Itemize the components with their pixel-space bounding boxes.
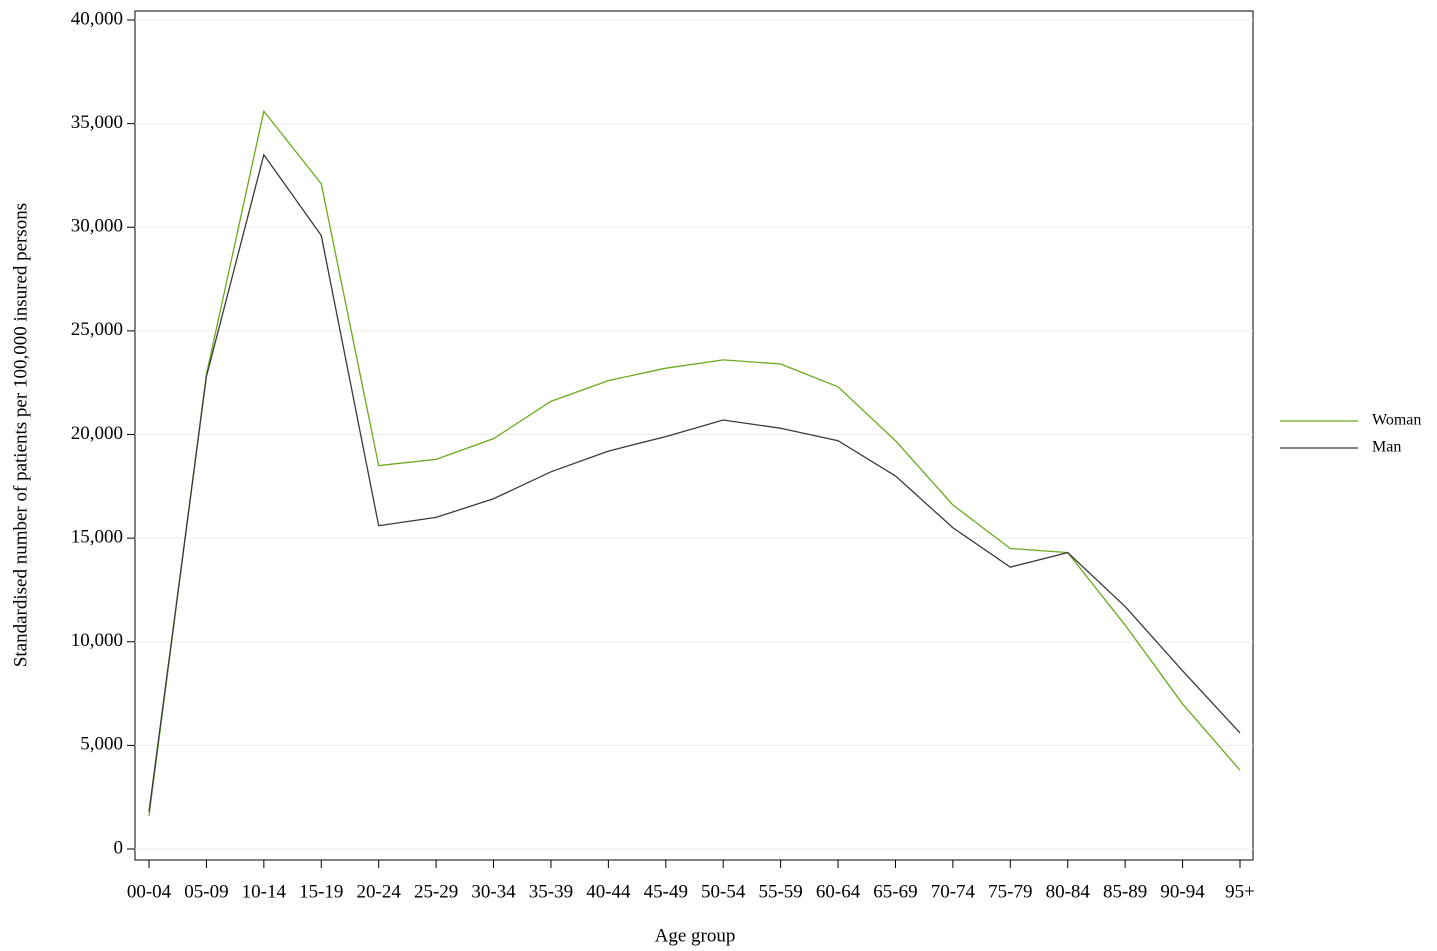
x-tick-label: 50-54 <box>701 881 746 902</box>
series-line <box>148 109 1241 816</box>
y-tick-label: 35,000 <box>71 112 123 133</box>
x-tick-label: 40-44 <box>586 881 631 902</box>
x-tick-label: 80-84 <box>1046 881 1091 902</box>
x-tick-label: 95+ <box>1225 881 1255 902</box>
x-tick-label: 70-74 <box>931 881 976 902</box>
series-line <box>148 153 1241 812</box>
y-tick-label: 0 <box>114 837 124 858</box>
x-tick-label: 65-69 <box>873 881 917 902</box>
x-tick-label: 00-04 <box>127 881 172 902</box>
x-tick-label: 90-94 <box>1160 881 1205 902</box>
x-tick-label: 75-79 <box>988 881 1032 902</box>
legend-label: Man <box>1372 439 1401 456</box>
y-tick-label: 10,000 <box>71 630 123 651</box>
x-tick-label: 60-64 <box>816 881 861 902</box>
x-tick-label: 85-89 <box>1103 881 1147 902</box>
x-tick-label: 25-29 <box>414 881 458 902</box>
y-tick-label: 20,000 <box>71 423 123 444</box>
x-tick-label: 55-59 <box>758 881 802 902</box>
y-tick-label: 30,000 <box>71 216 123 237</box>
plot-frame <box>134 10 1254 861</box>
x-axis-label: Age group <box>655 925 736 946</box>
y-tick-label: 25,000 <box>71 319 123 340</box>
y-axis-label: Standardised number of patients per 100,… <box>10 203 31 667</box>
legend-label: Woman <box>1372 412 1421 429</box>
x-tick-label: 20-24 <box>357 881 402 902</box>
x-tick-label: 35-39 <box>529 881 573 902</box>
y-tick-label: 15,000 <box>71 526 123 547</box>
x-tick-label: 10-14 <box>242 881 287 902</box>
x-tick-label: 45-49 <box>644 881 688 902</box>
x-tick-label: 30-34 <box>471 881 516 902</box>
y-tick-label: 40,000 <box>71 8 123 29</box>
x-tick-label: 15-19 <box>299 881 343 902</box>
y-tick-label: 5,000 <box>80 734 123 755</box>
x-tick-label: 05-09 <box>184 881 228 902</box>
